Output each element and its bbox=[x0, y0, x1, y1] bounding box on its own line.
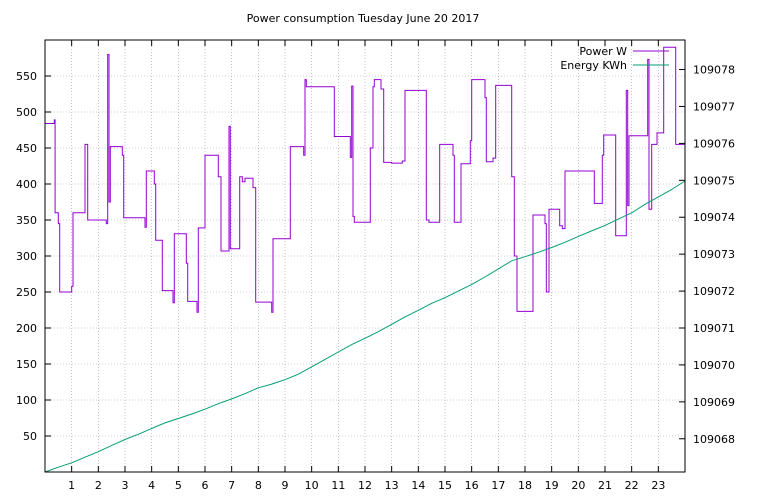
y-tick-label: 500 bbox=[16, 106, 37, 119]
y-tick-label: 250 bbox=[16, 286, 37, 299]
x-tick-label: 8 bbox=[255, 479, 262, 492]
y2-tick-label: 109076 bbox=[693, 137, 735, 150]
y2-tick-label: 109068 bbox=[693, 433, 735, 446]
y-tick-label: 200 bbox=[16, 322, 37, 335]
x-tick-label: 5 bbox=[175, 479, 182, 492]
x-tick-label: 14 bbox=[411, 479, 425, 492]
x-tick-label: 20 bbox=[571, 479, 585, 492]
y2-tick-label: 109070 bbox=[693, 359, 735, 372]
y-tick-label: 550 bbox=[16, 70, 37, 83]
x-tick-label: 10 bbox=[305, 479, 319, 492]
y2-tick-label: 109075 bbox=[693, 174, 735, 187]
legend-label-power: Power W bbox=[579, 45, 627, 58]
y2-tick-label: 109073 bbox=[693, 248, 735, 261]
x-tick-label: 12 bbox=[358, 479, 372, 492]
x-tick-label: 18 bbox=[518, 479, 532, 492]
y2-tick-label: 109077 bbox=[693, 100, 735, 113]
grid bbox=[45, 40, 685, 472]
chart-title: Power consumption Tuesday June 20 2017 bbox=[247, 12, 480, 25]
y-tick-label: 400 bbox=[16, 178, 37, 191]
x-tick-label: 19 bbox=[545, 479, 559, 492]
x-tick-label: 6 bbox=[202, 479, 209, 492]
axes: 1 2 3 4 5 6 7 8 9 10 11 12 13 14 15 16 17 18 19 20 21 22 23501… bbox=[16, 40, 735, 492]
y2-tick-label: 109069 bbox=[693, 396, 735, 409]
y-tick-label: 100 bbox=[16, 394, 37, 407]
x-tick-label: 15 bbox=[438, 479, 452, 492]
x-tick-label: 3 bbox=[122, 479, 129, 492]
y-tick-label: 450 bbox=[16, 142, 37, 155]
x-tick-label: 17 bbox=[491, 479, 505, 492]
y2-tick-label: 109072 bbox=[693, 285, 735, 298]
x-tick-label: 1 bbox=[68, 479, 75, 492]
x-tick-label: 23 bbox=[651, 479, 665, 492]
x-tick-label: 11 bbox=[331, 479, 345, 492]
x-tick-label: 13 bbox=[385, 479, 399, 492]
y-tick-label: 150 bbox=[16, 358, 37, 371]
y-tick-label: 50 bbox=[23, 430, 37, 443]
x-tick-label: 16 bbox=[465, 479, 479, 492]
y2-tick-label: 109078 bbox=[693, 64, 735, 77]
x-tick-label: 4 bbox=[148, 479, 155, 492]
x-tick-label: 21 bbox=[598, 479, 612, 492]
x-tick-label: 2 bbox=[95, 479, 102, 492]
y-tick-label: 300 bbox=[16, 250, 37, 263]
y-tick-label: 350 bbox=[16, 214, 37, 227]
legend-label-energy: Energy KWh bbox=[560, 59, 627, 72]
x-tick-label: 9 bbox=[282, 479, 289, 492]
series-line-energy bbox=[44, 180, 686, 473]
series-layer bbox=[44, 46, 686, 473]
x-tick-label: 22 bbox=[625, 479, 639, 492]
series-line-power bbox=[45, 46, 685, 313]
y2-tick-label: 109074 bbox=[693, 211, 735, 224]
x-tick-label: 7 bbox=[228, 479, 235, 492]
legend: Power W Energy KWh bbox=[560, 45, 669, 72]
y2-tick-label: 109071 bbox=[693, 322, 735, 335]
